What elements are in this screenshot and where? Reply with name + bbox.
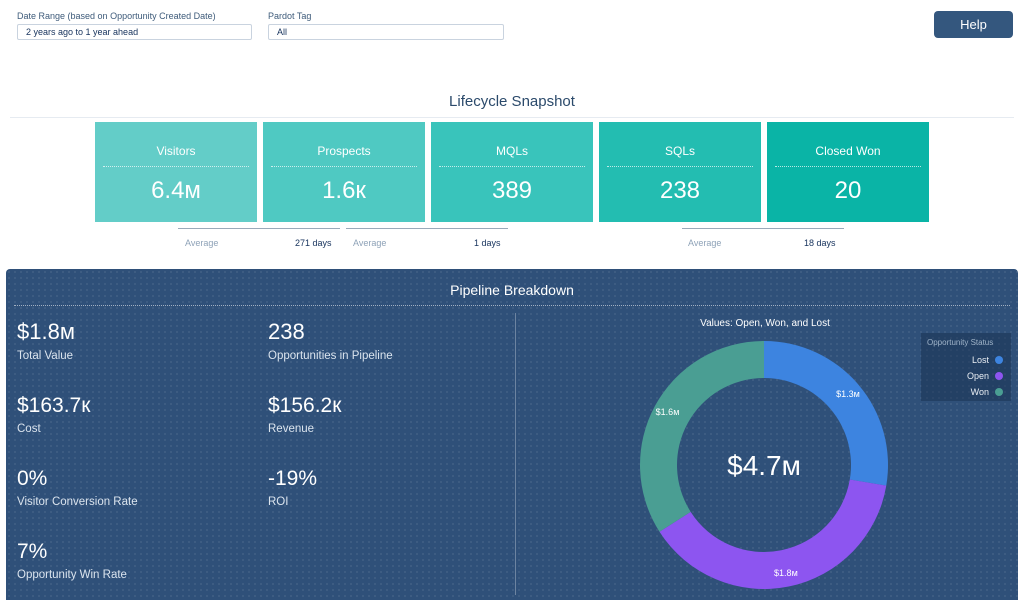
pardot-tag-label: Pardot Tag bbox=[268, 11, 312, 21]
tile-divider bbox=[775, 166, 921, 167]
metric-value: 7% bbox=[17, 540, 48, 563]
metric-revenue: $156.2к Revenue bbox=[268, 394, 341, 435]
average-days: 1 days bbox=[474, 238, 501, 248]
metric-value: $163.7к bbox=[17, 394, 91, 417]
average-line bbox=[682, 228, 844, 229]
metric-value: 0% bbox=[17, 467, 48, 490]
pipeline-title: Pipeline Breakdown bbox=[450, 282, 574, 298]
date-range-select[interactable]: 2 years ago to 1 year ahead bbox=[17, 24, 252, 40]
average-line bbox=[178, 228, 340, 229]
pipeline-divider bbox=[14, 305, 1010, 306]
tile-mqls[interactable]: MQLs 389 bbox=[431, 122, 593, 222]
average-line bbox=[346, 228, 508, 229]
tile-value: 238 bbox=[659, 177, 701, 204]
donut-slice-lost[interactable] bbox=[764, 341, 888, 486]
pardot-tag-select[interactable]: All bbox=[268, 24, 504, 40]
help-button[interactable]: Help bbox=[934, 11, 1013, 38]
metric-value: $1.8м bbox=[17, 319, 75, 344]
legend-item-won[interactable]: Won bbox=[971, 387, 1003, 397]
tile-divider bbox=[607, 166, 753, 167]
chart-legend: Opportunity Status Lost Open Won bbox=[921, 333, 1011, 401]
average-label: Average bbox=[353, 238, 387, 248]
tile-label: MQLs bbox=[495, 144, 528, 158]
tile-value: 389 bbox=[491, 177, 533, 204]
legend-label: Open bbox=[966, 371, 989, 381]
donut-slice-label: $1.8м bbox=[774, 568, 798, 578]
average-days: 271 days bbox=[295, 238, 332, 248]
tile-divider bbox=[271, 166, 417, 167]
metric-label: Total Value bbox=[17, 350, 74, 362]
legend-dot-icon bbox=[995, 356, 1003, 364]
average-label: Average bbox=[688, 238, 722, 248]
donut-slice-won[interactable] bbox=[640, 341, 764, 532]
metric-value: 238 bbox=[268, 319, 305, 344]
date-range-filter: Date Range (based on Opportunity Created… bbox=[17, 11, 252, 40]
metric-label: Opportunities in Pipeline bbox=[268, 350, 393, 362]
metric-roi: -19% ROI bbox=[268, 467, 317, 508]
tile-label: Prospects bbox=[317, 144, 371, 158]
metric-label: Revenue bbox=[268, 423, 315, 435]
metric-visitor-conversion: 0% Visitor Conversion Rate bbox=[17, 467, 138, 508]
tile-closed-won[interactable]: Closed Won 20 bbox=[767, 122, 929, 222]
lifecycle-title: Lifecycle Snapshot bbox=[449, 93, 575, 110]
legend-item-lost[interactable]: Lost bbox=[972, 355, 1003, 365]
pipeline-vertical-divider bbox=[515, 313, 516, 595]
legend-item-open[interactable]: Open bbox=[967, 371, 1003, 381]
date-range-label: Date Range (based on Opportunity Created… bbox=[17, 11, 216, 21]
legend-label: Lost bbox=[971, 355, 989, 365]
metric-label: Visitor Conversion Rate bbox=[17, 496, 138, 508]
legend-label: Won bbox=[970, 387, 989, 397]
metric-label: Opportunity Win Rate bbox=[17, 569, 127, 581]
donut-slice-label: $1.3м bbox=[836, 389, 860, 399]
metric-total-value: $1.8м Total Value bbox=[17, 319, 75, 362]
average-days: 18 days bbox=[804, 238, 836, 248]
tile-label: Closed Won bbox=[815, 144, 881, 158]
tile-prospects[interactable]: Prospects 1.6к bbox=[263, 122, 425, 222]
tile-label: Visitors bbox=[156, 144, 196, 158]
metric-win-rate: 7% Opportunity Win Rate bbox=[17, 540, 127, 581]
tile-divider bbox=[439, 166, 585, 167]
metric-cost: $163.7к Cost bbox=[17, 394, 90, 435]
tile-value: 6.4м bbox=[151, 177, 201, 204]
average-label: Average bbox=[185, 238, 219, 248]
donut-center-total: $4.7м bbox=[727, 450, 801, 481]
tile-value: 20 bbox=[834, 177, 862, 204]
legend-dot-icon bbox=[995, 388, 1003, 396]
donut-slice-open[interactable] bbox=[659, 479, 887, 590]
average-prospects-mqls: Average 1 days bbox=[346, 228, 516, 248]
tile-sqls[interactable]: SQLs 238 bbox=[599, 122, 761, 222]
metric-value: $156.2к bbox=[268, 394, 342, 417]
metric-label: Cost bbox=[17, 423, 41, 435]
metric-value: -19% bbox=[268, 467, 318, 490]
chart-title: Values: Open, Won, and Lost bbox=[700, 318, 830, 329]
donut-slice-label: $1.6м bbox=[656, 407, 680, 417]
lifecycle-divider bbox=[10, 117, 1014, 118]
average-visitors-prospects: Average 271 days bbox=[178, 228, 348, 248]
tile-value: 1.6к bbox=[322, 177, 366, 204]
average-sqls-closed-won: Average 18 days bbox=[682, 228, 852, 248]
tile-label: SQLs bbox=[664, 144, 695, 158]
tile-divider bbox=[103, 166, 249, 167]
pardot-tag-filter: Pardot Tag All bbox=[268, 11, 504, 40]
metric-opportunities: 238 Opportunities in Pipeline bbox=[268, 319, 393, 362]
legend-title: Opportunity Status bbox=[927, 338, 994, 347]
tile-visitors[interactable]: Visitors 6.4м bbox=[95, 122, 257, 222]
metric-label: ROI bbox=[268, 496, 289, 508]
legend-dot-icon bbox=[995, 372, 1003, 380]
